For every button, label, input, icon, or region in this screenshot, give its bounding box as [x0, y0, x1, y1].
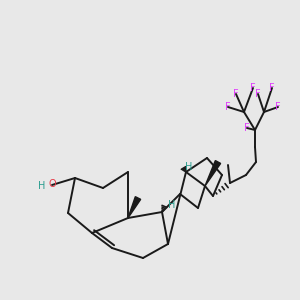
Text: H: H	[185, 162, 192, 172]
Text: F: F	[233, 89, 239, 99]
Text: H: H	[38, 181, 46, 191]
Text: F: F	[269, 83, 275, 93]
Polygon shape	[205, 160, 220, 186]
Text: H: H	[168, 200, 176, 210]
Text: F: F	[250, 83, 256, 93]
Text: F: F	[255, 89, 261, 99]
Text: F: F	[225, 102, 231, 112]
Polygon shape	[128, 197, 141, 218]
Text: F: F	[244, 123, 250, 133]
Text: O: O	[48, 179, 56, 189]
Text: F: F	[275, 102, 281, 112]
